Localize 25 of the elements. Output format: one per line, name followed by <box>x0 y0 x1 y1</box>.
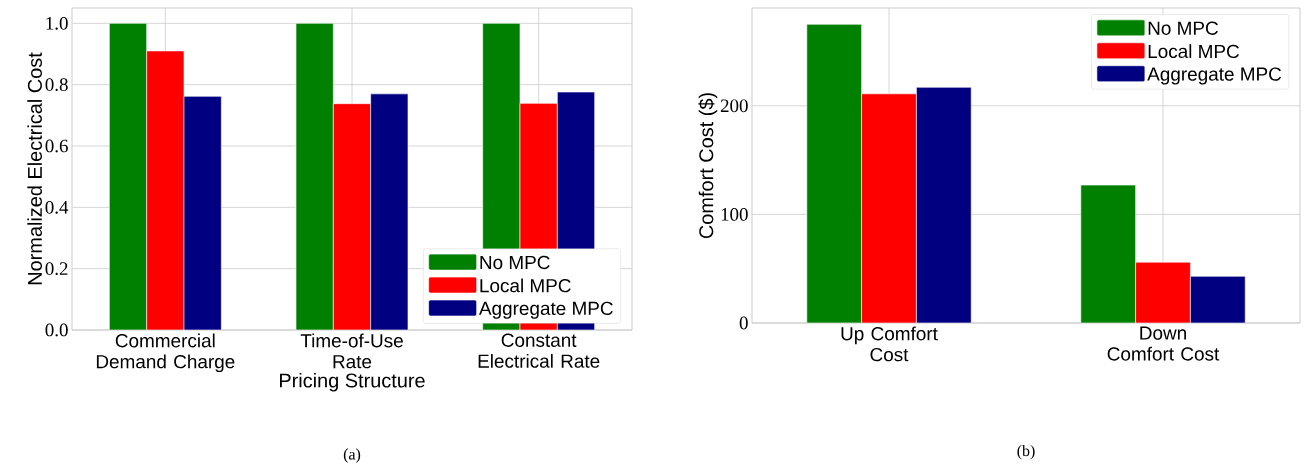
legend-label: Aggregate MPC <box>1147 67 1282 85</box>
x-axis-title: Pricing Structure <box>280 372 425 392</box>
legend-label: Aggregate MPC <box>478 301 613 319</box>
legend-label: Local MPC <box>480 278 571 293</box>
y-tick-label: 0.4 <box>45 200 69 214</box>
x-tick-label: Commercial Demand Charge <box>96 333 235 373</box>
legend-label: No MPC <box>1148 21 1218 35</box>
y-tick-label: 0.8 <box>45 78 68 92</box>
y-tick-label: 0.2 <box>45 262 68 276</box>
y-tick-label: 0.0 <box>45 323 68 337</box>
text: (a) <box>343 448 361 463</box>
y-tick-label: 0.6 <box>45 139 68 153</box>
legend-label: No MPC <box>480 255 550 270</box>
y-axis-title: Comfort Cost ($) <box>698 93 718 239</box>
x-tick-label: Constant Electrical Rate <box>478 333 600 368</box>
text: (b) <box>1017 444 1035 460</box>
x-tick-label: Down Comfort Cost <box>1107 326 1220 361</box>
x-tick-label: Time-of-Use Rate <box>300 333 403 369</box>
y-tick-label: 100 <box>721 208 748 221</box>
x-tick-label: Up Comfort Cost <box>841 326 938 362</box>
y-tick-label: 0 <box>739 316 748 330</box>
y-axis-title: Normalized Electrical Cost <box>27 52 42 285</box>
legend-label: Local MPC <box>1148 44 1239 59</box>
y-tick-label: 200 <box>720 99 748 113</box>
y-tick-label: 1.0 <box>46 16 68 30</box>
